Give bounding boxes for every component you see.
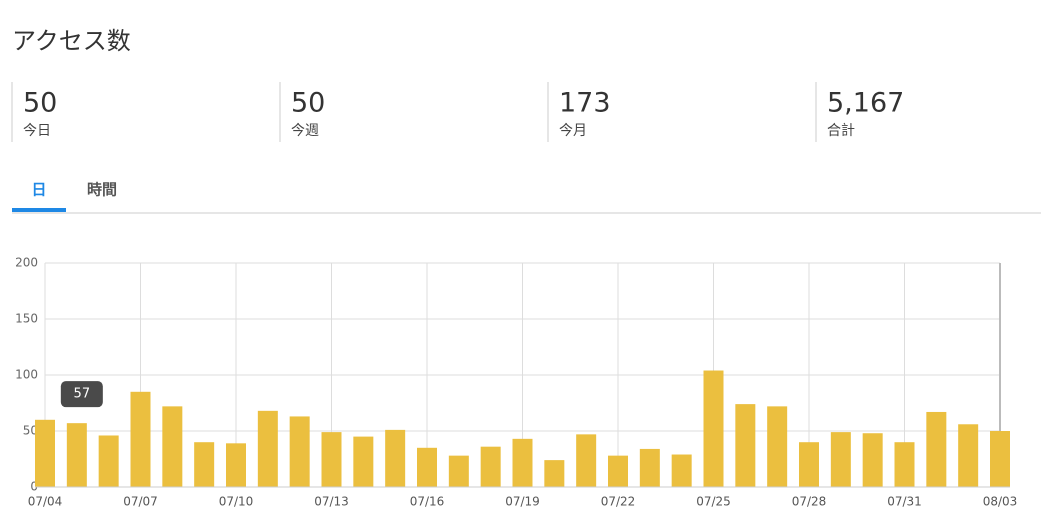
tooltip-label: 57 — [74, 387, 91, 402]
x-tick-label: 08/03 — [983, 495, 1018, 509]
bar — [830, 432, 851, 487]
bar — [385, 429, 406, 487]
bar — [480, 446, 501, 487]
x-tick-label: 07/22 — [601, 495, 636, 509]
y-tick-label: 150 — [15, 312, 38, 326]
stat-label: 今月 — [559, 123, 587, 139]
stat-label: 今週 — [291, 123, 319, 139]
bar — [417, 447, 437, 487]
x-tick-label: 07/31 — [887, 495, 922, 509]
bar — [66, 423, 87, 487]
stat-label: 今日 — [23, 123, 51, 139]
stat-value: 50 — [23, 88, 57, 119]
stat-value: 173 — [559, 88, 611, 119]
tab[interactable]: 時間 — [87, 181, 117, 199]
y-tick-label: 50 — [23, 424, 38, 438]
y-tick-label: 100 — [15, 368, 38, 382]
bar — [926, 411, 947, 487]
bar — [958, 424, 979, 487]
bar — [226, 443, 246, 487]
bar — [576, 434, 597, 487]
bar — [130, 391, 151, 487]
bar — [608, 455, 628, 487]
stat-value: 50 — [291, 88, 325, 119]
bar — [735, 404, 756, 487]
tooltip — [60, 381, 103, 408]
bar — [194, 442, 215, 487]
page-title: アクセス数 — [12, 27, 131, 55]
x-tick-label: 07/13 — [314, 495, 349, 509]
bar — [862, 433, 883, 487]
bar — [289, 416, 310, 487]
bar — [639, 448, 660, 487]
y-tick-label: 200 — [15, 256, 38, 270]
tab[interactable]: 日 — [31, 181, 46, 199]
bar — [257, 410, 278, 487]
bar — [767, 406, 788, 487]
x-tick-label: 07/04 — [28, 495, 63, 509]
x-tick-label: 07/28 — [792, 495, 827, 509]
bar — [703, 370, 724, 487]
bar — [98, 435, 119, 487]
bar — [321, 432, 342, 487]
stat-label: 合計 — [827, 123, 855, 139]
bar — [990, 431, 1010, 487]
x-tick-label: 07/07 — [123, 495, 158, 509]
bar — [512, 438, 533, 487]
y-tick-label: 0 — [30, 480, 38, 494]
x-tick-label: 07/16 — [410, 495, 445, 509]
active-tab-indicator — [12, 208, 66, 212]
bar — [894, 442, 915, 487]
x-tick-label: 07/19 — [505, 495, 540, 509]
x-tick-label: 07/10 — [219, 495, 254, 509]
bar — [448, 455, 469, 487]
bar — [671, 454, 692, 487]
bar — [544, 460, 565, 487]
bar — [35, 419, 55, 487]
bar — [162, 406, 183, 487]
x-tick-label: 07/25 — [696, 495, 731, 509]
stat-value: 5,167 — [827, 88, 904, 119]
bar — [799, 442, 819, 487]
bar — [353, 436, 374, 487]
